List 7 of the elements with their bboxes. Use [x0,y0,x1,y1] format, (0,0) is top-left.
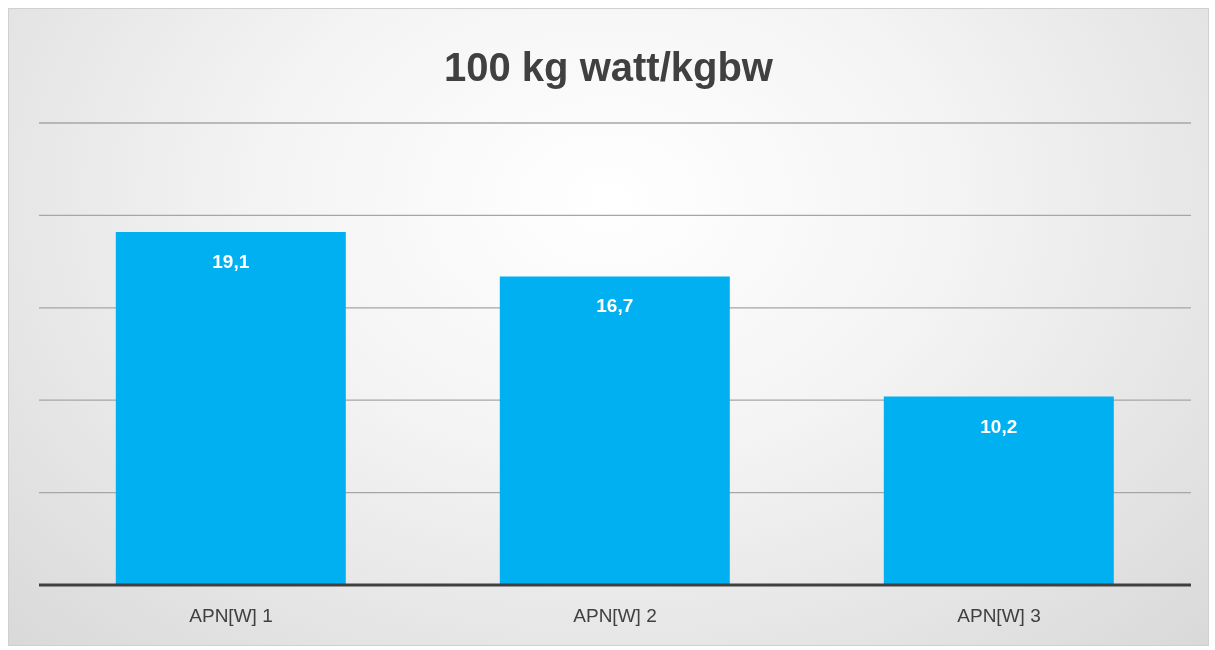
x-tick-label: APN[W] 3 [957,605,1041,627]
data-label: 16,7 [596,295,634,317]
data-label: 10,2 [980,415,1018,437]
x-tick-label: APN[W] 1 [189,605,273,627]
x-tick-label: APN[W] 2 [573,605,657,627]
chart-title: 100 kg watt/kgbw [443,45,774,90]
data-label: 19,1 [212,251,250,273]
